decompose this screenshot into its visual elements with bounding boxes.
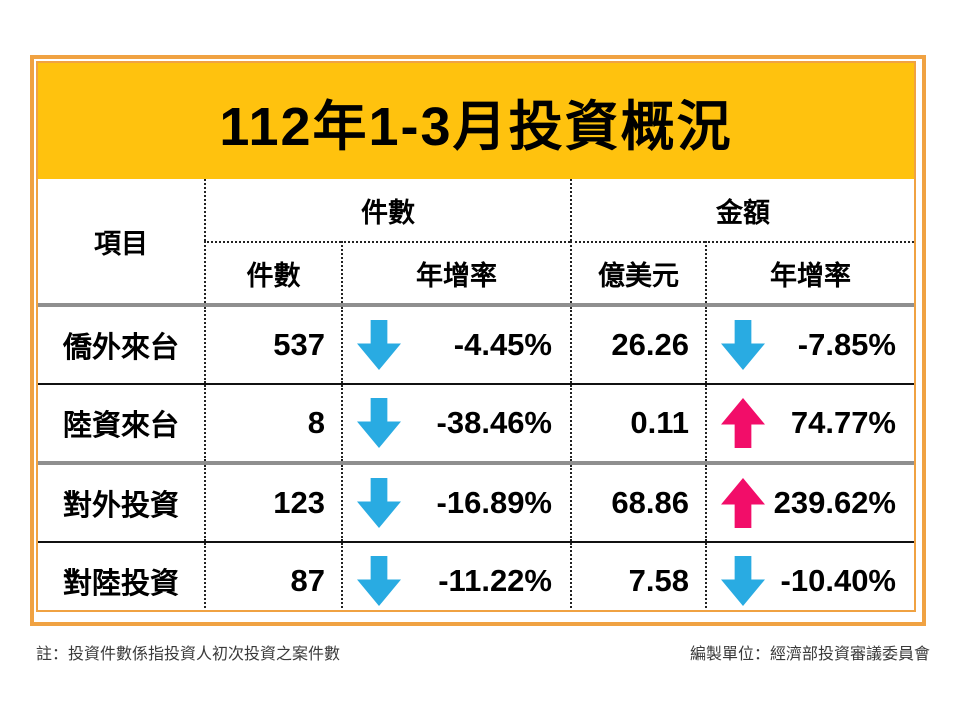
row-count-yoy-cell: -4.45% <box>341 307 570 383</box>
row-count: 123 <box>204 465 341 541</box>
table-row: 陸資來台 8 -38.46% 0.11 74.77% <box>38 383 914 461</box>
row-amount-yoy-cell: -10.40% <box>705 543 914 610</box>
row-count-yoy: -16.89% <box>436 485 552 520</box>
row-amount-yoy: -7.85% <box>797 327 896 362</box>
slide-inner-border: 112年1-3月投資概況 項目 件數 金額 件數 年增率 億美元 年增率 僑外來… <box>36 61 916 612</box>
header-group-amount: 金額 <box>570 179 914 241</box>
row-label: 陸資來台 <box>62 410 179 442</box>
row-count: 8 <box>204 385 341 461</box>
row-amount-yoy-cell: -7.85% <box>705 307 914 383</box>
header-cases-count: 件數 <box>204 241 341 303</box>
row-amount: 7.58 <box>570 543 705 610</box>
row-count-yoy: -4.45% <box>453 327 552 362</box>
header-group-cases: 件數 <box>204 179 570 241</box>
table-row: 對外投資 123 -16.89% 68.86 239.62% <box>38 461 914 541</box>
table-row: 僑外來台 537 -4.45% 26.26 -7.85% <box>38 307 914 383</box>
count-trend-arrow-icon <box>357 478 401 528</box>
row-count-yoy-cell: -38.46% <box>341 385 570 461</box>
row-count-yoy-cell: -11.22% <box>341 543 570 610</box>
row-amount-yoy-cell: 239.62% <box>705 465 914 541</box>
header-amount-usd: 億美元 <box>570 241 705 303</box>
row-amount: 0.11 <box>570 385 705 461</box>
slide-frame: 112年1-3月投資概況 項目 件數 金額 件數 年增率 億美元 年增率 僑外來… <box>30 55 926 626</box>
header-amount-yoy: 年增率 <box>705 241 914 303</box>
row-amount-yoy: -10.40% <box>780 563 896 598</box>
table-header: 項目 件數 金額 件數 年增率 億美元 年增率 <box>38 179 914 307</box>
row-count: 87 <box>204 543 341 610</box>
header-item: 項目 <box>94 228 148 259</box>
amount-trend-arrow-icon <box>721 320 765 370</box>
row-count: 537 <box>204 307 341 383</box>
count-trend-arrow-icon <box>357 320 401 370</box>
table-row: 對陸投資 87 -11.22% 7.58 -10.40% <box>38 541 914 610</box>
row-label: 僑外來台 <box>62 332 179 364</box>
row-label: 對陸投資 <box>62 568 179 600</box>
title-band: 112年1-3月投資概況 <box>38 63 914 179</box>
header-cases-yoy: 年增率 <box>341 241 570 303</box>
page-title: 112年1-3月投資概況 <box>219 96 733 157</box>
row-amount-yoy: 239.62% <box>773 485 896 520</box>
row-amount-yoy: 74.77% <box>790 405 896 440</box>
count-trend-arrow-icon <box>357 556 401 606</box>
row-amount: 26.26 <box>570 307 705 383</box>
amount-trend-arrow-icon <box>721 556 765 606</box>
count-trend-arrow-icon <box>357 398 401 448</box>
footnote: 註：投資件數係指投資人初次投資之案件數 <box>36 646 341 663</box>
row-count-yoy: -11.22% <box>438 563 552 598</box>
source-attribution: 編製單位：經濟部投資審議委員會 <box>689 646 930 663</box>
row-amount-yoy-cell: 74.77% <box>705 385 914 461</box>
row-count-yoy-cell: -16.89% <box>341 465 570 541</box>
amount-trend-arrow-icon <box>721 398 765 448</box>
row-amount: 68.86 <box>570 465 705 541</box>
row-label: 對外投資 <box>62 490 179 522</box>
row-count-yoy: -38.46% <box>436 405 552 440</box>
amount-trend-arrow-icon <box>721 478 765 528</box>
